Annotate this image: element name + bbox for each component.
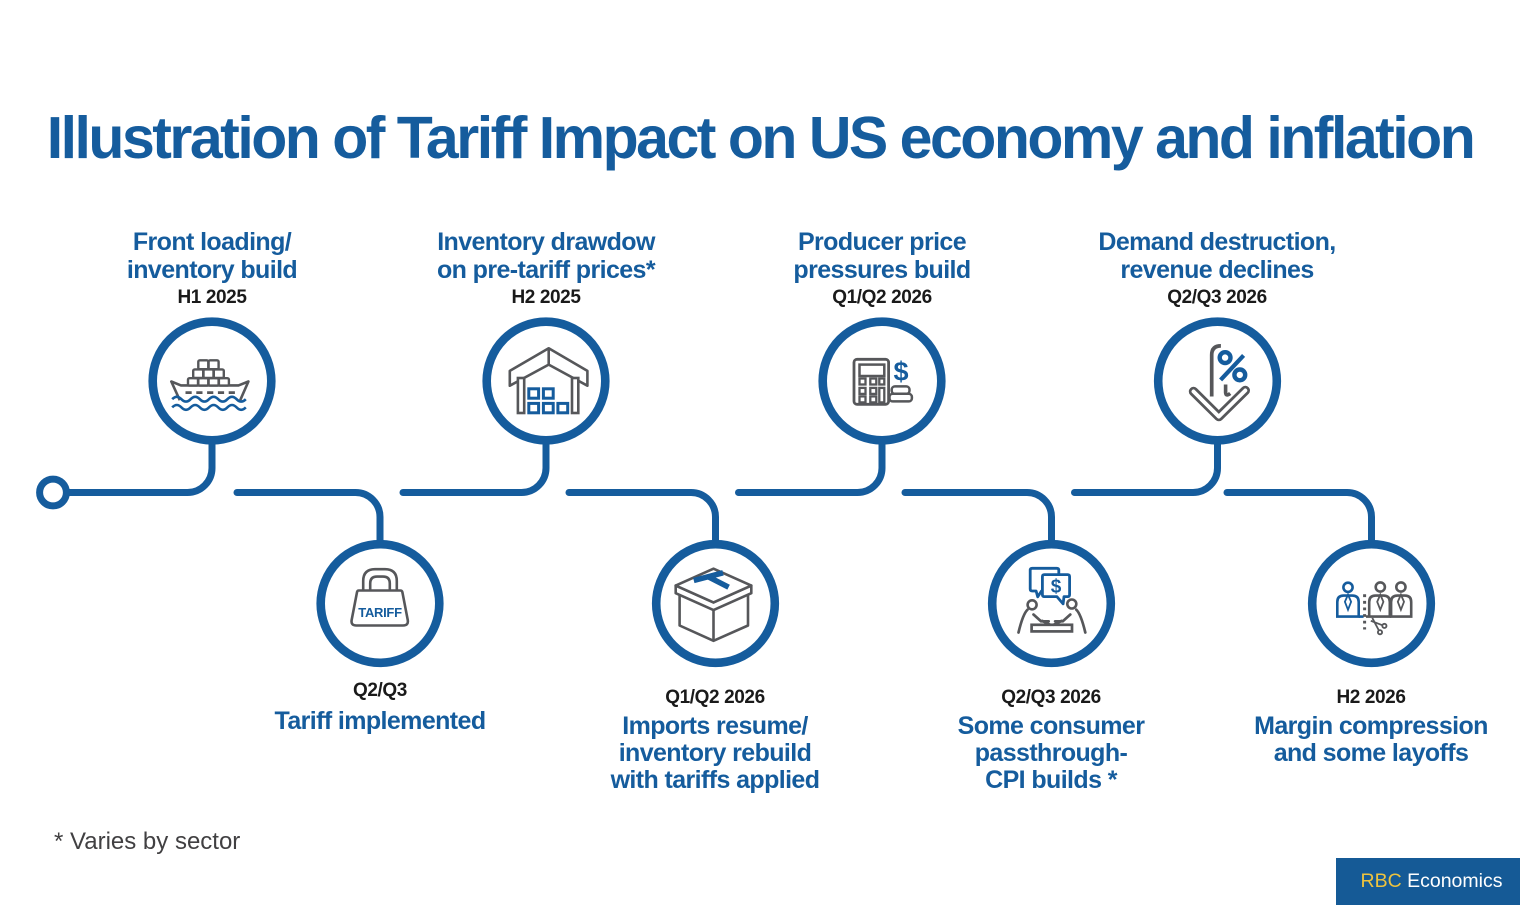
svg-text:TARIFF: TARIFF: [358, 605, 402, 620]
svg-text:$: $: [1051, 577, 1062, 598]
svg-text:$: $: [893, 357, 908, 387]
